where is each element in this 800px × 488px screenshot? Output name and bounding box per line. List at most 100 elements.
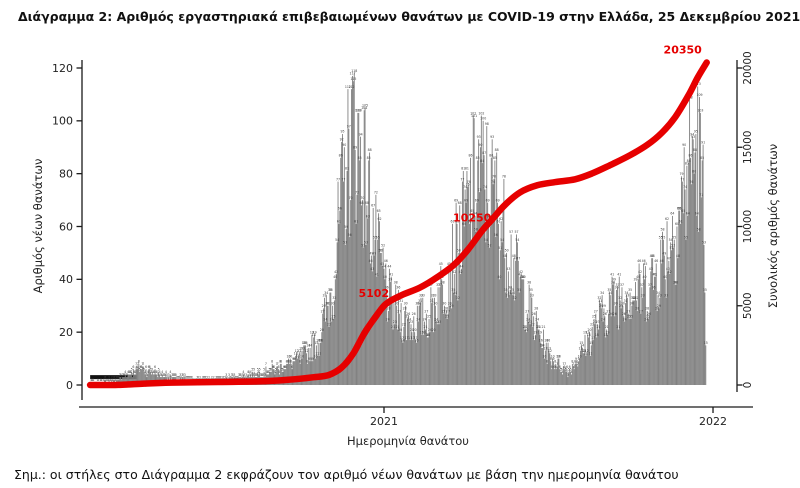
bar [679, 210, 681, 385]
bar [327, 305, 329, 385]
bar-value-label: 2 [177, 375, 179, 379]
bar-value-label: 33 [641, 294, 645, 298]
bar-value-label: 35 [607, 288, 611, 292]
bar [627, 313, 629, 385]
bar-value-label: 2 [217, 375, 219, 379]
bar-value-label: 77 [460, 177, 464, 181]
bar-value-label: 2 [186, 375, 188, 379]
bar-value-label: 24 [407, 317, 411, 321]
bar-value-label: 47 [516, 257, 520, 261]
bar [365, 244, 367, 385]
bar-value-label: 33 [432, 294, 436, 298]
bar [135, 366, 137, 385]
bar-value-label: 63 [366, 214, 370, 218]
bar [528, 284, 530, 385]
bar-value-label: 32 [456, 296, 460, 300]
chart-title: Διάγραμμα 2: Αριθμός εργαστηριακά επιβεβ… [18, 9, 800, 24]
bar [151, 371, 153, 385]
bar [474, 215, 476, 385]
bar [372, 208, 374, 385]
bar-value-label: 5 [570, 368, 572, 372]
bar-value-label: 40 [333, 275, 337, 279]
bar [634, 300, 636, 385]
bar [309, 348, 311, 385]
bar-value-label: 34 [608, 291, 612, 295]
bar [344, 244, 346, 385]
bar-value-label: 35 [504, 288, 508, 292]
bar [644, 266, 646, 386]
bar-value-label: 8 [280, 360, 282, 364]
bar [390, 276, 392, 385]
bar-value-label: 2 [213, 375, 215, 379]
bar-value-label: 3 [120, 373, 122, 377]
bar-value-label: 9 [308, 357, 310, 361]
bar-value-label: 4 [133, 370, 135, 374]
bar-value-label: 18 [426, 333, 430, 337]
bar-value-label: 4 [169, 370, 171, 374]
bar [461, 181, 463, 385]
bar [700, 197, 702, 385]
bar-value-label: 29 [450, 304, 454, 308]
bar [529, 324, 531, 385]
bar-value-label: 23 [528, 320, 532, 324]
bar-value-label: 4 [130, 370, 132, 374]
bar-value-label: 4 [274, 370, 276, 374]
bar-value-label: 33 [625, 294, 629, 298]
bar [122, 377, 124, 385]
bar [127, 374, 129, 385]
bar [534, 340, 535, 385]
bar [552, 358, 554, 385]
bar-value-label: 42 [668, 270, 672, 274]
bar-value-label: 27 [606, 309, 610, 313]
bar-value-label: 2 [121, 375, 123, 379]
bar [626, 295, 627, 385]
bar [460, 274, 462, 385]
bar-value-label: 102 [470, 111, 476, 115]
bar-value-label: 25 [592, 315, 596, 319]
bar-value-label: 46 [384, 259, 388, 263]
y-axis-left-label: Αριθμός νέων θανάτων [31, 158, 45, 294]
bar-value-label: 88 [495, 148, 499, 152]
bar-value-label: 1 [101, 378, 103, 382]
bar-value-label: 76 [491, 180, 495, 184]
bar [487, 202, 489, 385]
bar [462, 171, 464, 385]
bar-value-label: 77 [341, 177, 345, 181]
bar-value-label: 53 [364, 241, 368, 245]
bar-value-label: 2 [202, 375, 204, 379]
bar-value-label: 13 [578, 346, 582, 350]
bar-value-label: 6 [272, 365, 274, 369]
tick-label: 5000 [742, 292, 754, 319]
bar-value-label: 4 [258, 370, 260, 374]
bar-value-label: 79 [679, 172, 683, 176]
bar-value-label: 3 [182, 373, 184, 377]
bar-value-label: 66 [678, 206, 682, 210]
bar-value-label: 29 [599, 304, 603, 308]
bar-value-label: 77 [680, 177, 684, 181]
bar [469, 223, 471, 385]
bar-value-label: 28 [403, 307, 407, 311]
bar-value-label: 17 [404, 336, 408, 340]
bar-value-label: 28 [645, 307, 649, 311]
bar-value-label: 38 [673, 280, 677, 284]
bar [155, 374, 157, 385]
bar [652, 258, 654, 385]
bar-value-label: 1 [90, 378, 92, 382]
bar-value-label: 48 [676, 254, 680, 258]
bar-value-label: 7 [142, 362, 144, 366]
bar [466, 171, 468, 385]
bar [136, 369, 138, 385]
bar [473, 118, 475, 385]
milestone-label: 10250 [453, 211, 492, 224]
bar [507, 297, 508, 385]
bar-value-label: 52 [671, 243, 675, 247]
bar [592, 340, 594, 385]
bar [672, 215, 673, 385]
bar-value-label: 32 [513, 296, 517, 300]
bar-value-label: 8 [286, 360, 288, 364]
bar [457, 300, 459, 385]
bar [525, 329, 526, 385]
bar-value-label: 3 [264, 373, 266, 377]
bar-value-label: 4 [165, 370, 167, 374]
bar [656, 311, 658, 385]
